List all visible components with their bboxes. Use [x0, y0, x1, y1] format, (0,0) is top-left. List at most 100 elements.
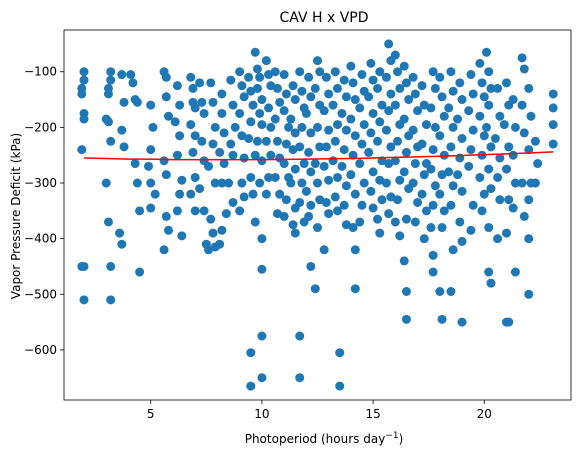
data-point: [401, 78, 411, 88]
data-point: [530, 136, 540, 146]
data-point: [502, 78, 512, 88]
data-point: [246, 117, 256, 127]
data-point: [430, 181, 440, 191]
data-point: [395, 175, 405, 185]
data-point: [210, 122, 220, 132]
data-point: [279, 106, 289, 116]
data-point: [339, 75, 349, 85]
data-point: [333, 83, 343, 93]
data-point: [117, 70, 127, 80]
data-point: [248, 100, 258, 110]
data-point: [79, 114, 89, 124]
data-point: [77, 145, 87, 155]
data-point: [524, 195, 534, 205]
data-point: [77, 89, 87, 99]
data-point: [493, 234, 503, 244]
x-axis-label-main: Photoperiod (hours day: [245, 432, 386, 446]
data-point: [257, 234, 267, 244]
data-point: [244, 134, 254, 143]
data-point: [290, 128, 300, 138]
data-point: [250, 47, 260, 57]
data-point: [482, 122, 491, 132]
data-point: [228, 197, 238, 207]
data-point: [246, 348, 256, 358]
data-point: [295, 197, 305, 207]
data-point: [404, 95, 414, 105]
data-point: [355, 217, 365, 227]
data-point: [395, 231, 405, 241]
data-point: [364, 147, 374, 157]
data-point: [313, 178, 322, 188]
data-point: [281, 195, 291, 205]
data-point: [530, 178, 540, 188]
data-point: [457, 186, 467, 196]
data-point: [248, 189, 258, 199]
data-point: [399, 167, 409, 177]
data-point: [324, 125, 334, 135]
data-point: [297, 122, 307, 132]
data-point: [486, 278, 496, 288]
data-point: [408, 178, 418, 188]
data-point: [246, 381, 256, 391]
data-point: [390, 50, 400, 60]
data-point: [175, 189, 185, 199]
data-point: [455, 217, 465, 227]
data-point: [350, 245, 360, 255]
data-point: [175, 100, 185, 110]
data-point: [519, 128, 529, 138]
data-point: [261, 136, 271, 146]
data-point: [384, 209, 394, 219]
data-point: [106, 75, 116, 85]
data-point: [495, 153, 505, 163]
data-point: [217, 89, 227, 99]
data-point: [103, 117, 113, 127]
data-point: [357, 139, 367, 149]
data-point: [493, 172, 503, 182]
data-point: [390, 100, 400, 110]
data-point: [172, 150, 182, 160]
data-point: [341, 92, 351, 102]
data-point: [504, 317, 514, 327]
data-point: [321, 197, 331, 207]
data-point: [228, 100, 238, 110]
data-point: [548, 139, 558, 149]
y-axis-ticks: −600 −500 −400 −300 −200 −100: [24, 65, 64, 357]
data-point: [381, 125, 391, 135]
data-point: [499, 120, 509, 130]
data-point: [103, 89, 113, 99]
data-point: [330, 136, 340, 146]
data-point: [373, 83, 383, 93]
data-point: [221, 209, 231, 219]
data-point: [484, 267, 494, 277]
data-point: [257, 120, 267, 130]
data-point: [366, 58, 376, 68]
data-point: [419, 170, 429, 180]
data-point: [306, 128, 316, 138]
data-point: [510, 178, 520, 188]
data-point: [257, 331, 267, 341]
data-point: [161, 211, 171, 221]
data-point: [330, 192, 340, 202]
data-point: [199, 108, 209, 118]
data-point: [161, 92, 171, 102]
data-point: [286, 114, 296, 124]
data-point: [188, 83, 198, 93]
data-point: [339, 145, 349, 155]
data-point: [413, 197, 423, 207]
data-point: [197, 97, 207, 107]
data-point: [130, 159, 140, 169]
data-point: [426, 164, 436, 174]
data-point: [255, 178, 265, 188]
data-point: [475, 172, 485, 182]
data-point: [119, 142, 129, 152]
data-point: [508, 95, 518, 105]
data-point: [359, 178, 369, 188]
data-point: [457, 236, 467, 246]
data-point: [279, 70, 289, 80]
y-tick-label: −300: [24, 176, 57, 190]
data-point: [313, 223, 322, 233]
data-point: [464, 161, 474, 171]
data-point: [272, 83, 282, 93]
